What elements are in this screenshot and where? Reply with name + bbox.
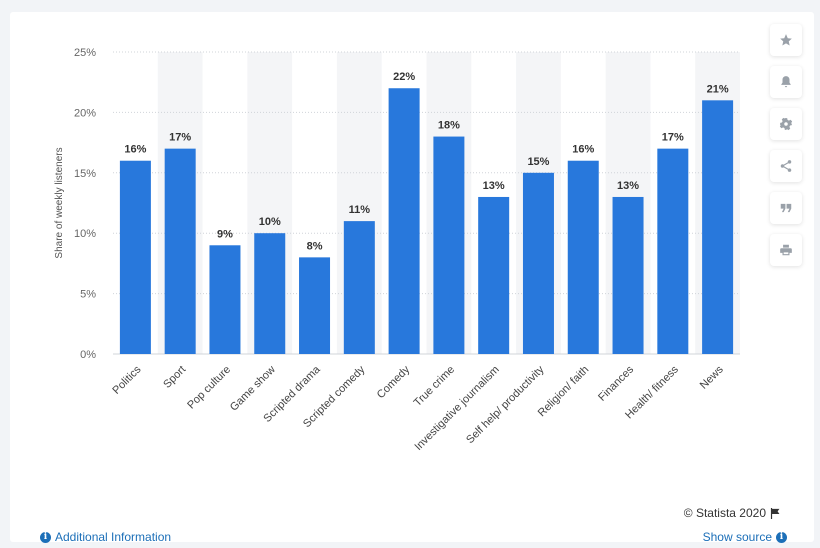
data-label: 17% <box>662 132 684 144</box>
x-tick-label: Sport <box>161 364 188 391</box>
data-label: 21% <box>707 83 729 95</box>
share-button[interactable] <box>770 150 802 182</box>
additional-information-link[interactable]: i Additional Information <box>40 530 171 544</box>
star-icon <box>780 34 792 46</box>
x-tick-label: Self help/ productivity <box>464 363 547 446</box>
bar[interactable] <box>388 88 420 355</box>
x-tick-label: True crime <box>412 364 457 409</box>
x-tick-label: Politics <box>110 363 143 396</box>
quote-icon <box>780 203 792 213</box>
chart-card: 16% 17% 9% 10% 8% 11% 22% 18% 13% 15% 16% 13% 17% 21%… <box>10 12 814 544</box>
bar[interactable] <box>164 148 196 354</box>
y-tick-label: 25% <box>74 47 96 59</box>
x-tick-label: Finances <box>596 363 636 403</box>
bar[interactable] <box>522 172 554 354</box>
show-source-label: Show source <box>702 530 772 544</box>
additional-information-label: Additional Information <box>55 530 172 544</box>
data-label: 16% <box>124 144 146 156</box>
data-label: 10% <box>259 216 281 228</box>
bar[interactable] <box>299 257 331 354</box>
info-icon: i <box>776 531 787 543</box>
share-icon <box>780 160 792 172</box>
y-tick-label: 15% <box>74 168 96 180</box>
info-icon: i <box>40 531 51 543</box>
bell-icon <box>781 76 791 88</box>
x-tick-label: Investigative journalism <box>412 364 501 453</box>
data-label: 22% <box>393 71 415 83</box>
notification-button[interactable] <box>770 66 802 98</box>
flag-icon <box>770 507 780 519</box>
bar[interactable] <box>478 196 510 354</box>
x-tick-label: News <box>698 363 726 391</box>
settings-button[interactable] <box>770 108 802 140</box>
data-label: 13% <box>483 180 505 192</box>
data-label: 9% <box>217 228 233 240</box>
show-source-link[interactable]: Show source i <box>703 530 787 544</box>
bar[interactable] <box>657 148 689 354</box>
bar-chart: 16% 17% 9% 10% 8% 11% 22% 18% 13% 15% 16% 13% 17% 21%… <box>54 47 740 453</box>
bar[interactable] <box>567 160 599 354</box>
cite-button[interactable] <box>770 192 802 224</box>
gear-icon <box>779 117 793 131</box>
bar[interactable] <box>119 160 151 354</box>
print-icon <box>780 244 792 256</box>
bar[interactable] <box>209 245 241 354</box>
data-label: 13% <box>617 180 639 192</box>
print-button[interactable] <box>770 234 802 266</box>
y-tick-label: 20% <box>74 107 96 119</box>
bar[interactable] <box>343 221 375 354</box>
data-label: 18% <box>438 120 460 132</box>
copyright-text: © Statista 2020 <box>683 506 766 520</box>
data-label: 11% <box>349 204 371 216</box>
bar[interactable] <box>702 100 734 354</box>
data-label: 16% <box>572 144 594 156</box>
bar[interactable] <box>254 233 286 354</box>
x-tick-label: Comedy <box>375 363 413 401</box>
bar[interactable] <box>612 196 644 354</box>
copyright: © Statista 2020 <box>684 506 781 520</box>
data-label: 17% <box>169 132 191 144</box>
x-tick-label: Pop culture <box>185 364 233 412</box>
star-button[interactable] <box>770 24 802 56</box>
data-label: 15% <box>527 156 549 168</box>
bar[interactable] <box>433 136 465 354</box>
y-tick-label: 10% <box>74 228 96 240</box>
y-tick-label: 5% <box>80 289 96 301</box>
y-axis-label: Share of weekly listeners <box>54 147 65 258</box>
y-tick-label: 0% <box>80 349 96 361</box>
data-label: 8% <box>307 240 323 252</box>
